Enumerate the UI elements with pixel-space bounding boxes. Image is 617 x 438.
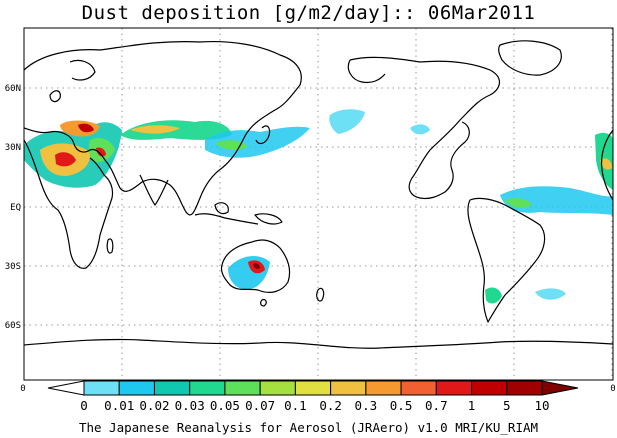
dust-core-arabia-south bbox=[96, 147, 106, 157]
coast-africa-east-edge bbox=[600, 129, 613, 201]
coastlines bbox=[24, 40, 613, 349]
dust-plume-atlantic bbox=[500, 186, 613, 215]
coast-new-guinea bbox=[254, 213, 283, 225]
colorbar-segment bbox=[541, 380, 579, 396]
coast-tasmania bbox=[260, 298, 267, 307]
dust-core-east-asia bbox=[215, 140, 248, 151]
coast-new-zealand bbox=[316, 287, 325, 302]
coast-scandinavia bbox=[69, 59, 96, 81]
colorbar-label: 0.05 bbox=[210, 398, 240, 413]
colorbar-label: 0.02 bbox=[139, 398, 169, 413]
coast-australia bbox=[220, 239, 291, 293]
map-frame bbox=[23, 27, 614, 381]
lon-label-right: 0 bbox=[610, 384, 615, 394]
dust-plume-south-atlantic bbox=[535, 288, 566, 300]
lat-label: 60S bbox=[5, 321, 21, 331]
colorbar-segment bbox=[365, 380, 402, 396]
colorbar-label: 0.7 bbox=[425, 398, 448, 413]
colorbar-label: 5 bbox=[503, 398, 511, 413]
latitude-labels: 60N 30N EQ 30S 60S bbox=[5, 84, 21, 331]
colorbar-label: 0.07 bbox=[245, 398, 275, 413]
colorbar-segment bbox=[400, 380, 437, 396]
coast-greenland bbox=[498, 40, 562, 76]
coast-africa bbox=[24, 139, 114, 269]
dust-plume-north-america bbox=[410, 124, 430, 135]
colorbar-segment bbox=[47, 380, 85, 396]
dust-plume-south-america bbox=[485, 287, 502, 304]
coast-indonesia bbox=[194, 213, 259, 225]
dust-core-atlantic bbox=[505, 197, 532, 208]
lat-label: 30N bbox=[5, 143, 21, 153]
dust-hot-africa bbox=[55, 152, 76, 167]
coast-north-america bbox=[349, 56, 500, 200]
dust-hot-australia bbox=[253, 263, 260, 269]
dust-shading bbox=[24, 109, 613, 304]
colorbar-segment bbox=[330, 380, 367, 396]
coast-borneo bbox=[214, 202, 229, 215]
colorbar-segment bbox=[153, 380, 191, 396]
colorbar-label: 0 bbox=[80, 398, 88, 413]
colorbar-label: 0.3 bbox=[355, 398, 378, 413]
footer-credit: The Japanese Reanalysis for Aerosol (JRA… bbox=[78, 420, 539, 435]
colorbar-label: 0.03 bbox=[175, 398, 205, 413]
coast-alaska bbox=[347, 59, 386, 84]
coast-antarctica bbox=[24, 338, 613, 349]
coast-japan bbox=[255, 125, 271, 145]
colorbar-segment bbox=[435, 380, 473, 396]
map-title: Dust deposition [g/m2/day]:: 06Mar2011 bbox=[81, 2, 536, 24]
colorbar-segment bbox=[259, 380, 296, 396]
lat-label: 30S bbox=[5, 262, 21, 272]
dust-plume-central-asia bbox=[120, 120, 232, 140]
coast-madagascar bbox=[106, 238, 114, 254]
colorbar-segment bbox=[189, 380, 226, 396]
colorbar-label: 1 bbox=[468, 398, 476, 413]
lat-label: 60N bbox=[5, 84, 21, 94]
lat-label: EQ bbox=[10, 203, 21, 213]
coast-south-america bbox=[467, 197, 546, 323]
colorbar-label: 10 bbox=[534, 398, 549, 413]
dust-core-central-asia bbox=[130, 125, 180, 134]
coast-india bbox=[139, 174, 169, 206]
dust-core-east-edge bbox=[600, 158, 612, 170]
coast-europe bbox=[49, 90, 61, 103]
colorbar-labels: 0 0.01 0.02 0.03 0.05 0.07 0.1 0.2 0.3 0.5 0.7 1 5 10 bbox=[80, 398, 549, 413]
colorbar-segment bbox=[471, 380, 508, 396]
dust-core-arabia bbox=[78, 123, 94, 133]
colorbar bbox=[47, 380, 579, 396]
coast-eurasia bbox=[24, 41, 302, 216]
colorbar-segment bbox=[506, 380, 543, 396]
lon-label-left: 0 bbox=[20, 384, 25, 394]
colorbar-label: 0.2 bbox=[319, 398, 342, 413]
colorbar-label: 0.1 bbox=[284, 398, 307, 413]
colorbar-segment bbox=[224, 380, 261, 396]
dust-plume-pacific bbox=[329, 109, 365, 134]
colorbar-segment bbox=[118, 380, 155, 396]
colorbar-label: 0.5 bbox=[390, 398, 413, 413]
colorbar-segment bbox=[83, 380, 120, 396]
colorbar-label: 0.01 bbox=[104, 398, 134, 413]
colorbar-segment bbox=[294, 380, 332, 396]
